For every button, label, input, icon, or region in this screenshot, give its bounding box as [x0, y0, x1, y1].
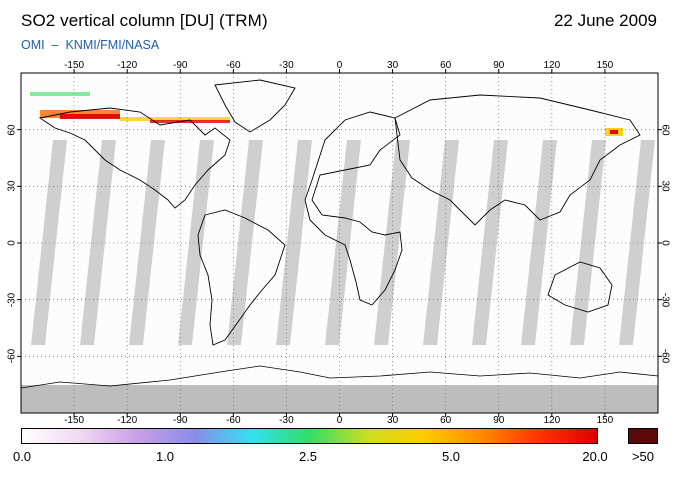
antarctica-coast	[21, 365, 658, 389]
swath-gap	[227, 140, 263, 345]
asia-outline	[394, 94, 641, 226]
lat-tick-label-right: 60	[659, 124, 671, 136]
lon-tick-label-bottom: 0	[336, 415, 343, 426]
australia-outline	[547, 261, 613, 313]
swath-gap	[178, 140, 214, 345]
lon-tick-label-top: 90	[493, 60, 505, 71]
colorbar-label-4: 20.0	[582, 449, 608, 464]
swath-gap	[570, 140, 606, 345]
lon-tick-label-bottom: 150	[596, 415, 614, 426]
lon-tick-label-bottom: 120	[543, 415, 561, 426]
south-america-outline	[197, 209, 286, 346]
data-credit: OMI – KNMI/FMI/NASA	[21, 38, 160, 52]
lat-tick-label-right: 30	[659, 180, 671, 192]
colorbar-label-1: 1.0	[155, 449, 175, 464]
europe-africa-outline	[304, 111, 403, 306]
lat-tick-label-left: 0	[6, 240, 18, 246]
so2-hotspots	[30, 92, 623, 136]
so2-world-map	[17, 69, 662, 417]
greenland-outline	[214, 79, 296, 133]
lon-tick-label-top: -120	[117, 60, 138, 71]
swath-gap	[276, 140, 312, 345]
lon-tick-label-bottom: 90	[493, 415, 505, 426]
lon-tick-label-top: 60	[440, 60, 452, 71]
lon-tick-label-top: 30	[387, 60, 399, 71]
graticule	[21, 73, 658, 413]
lon-tick-label-top: 120	[543, 60, 561, 71]
swath-gap	[472, 140, 508, 345]
lon-tick-label-top: -60	[226, 60, 241, 71]
lon-tick-label-bottom: -60	[226, 415, 241, 426]
lon-tick-label-top: -150	[64, 60, 85, 71]
swath-gap	[325, 140, 361, 345]
colorbar	[21, 428, 598, 444]
swath-gap	[374, 140, 410, 345]
lat-tick-label-left: -60	[6, 349, 18, 364]
lon-tick-label-top: -90	[173, 60, 188, 71]
colorbar-label-2: 2.5	[298, 449, 318, 464]
lon-tick-label-bottom: -120	[117, 415, 138, 426]
continent-outlines	[38, 79, 641, 346]
lat-tick-label-right: -60	[659, 349, 671, 364]
lat-tick-label-left: 30	[6, 180, 18, 192]
colorbar-label-0: 0.0	[12, 449, 32, 464]
north-america-outline	[38, 107, 231, 209]
lon-tick-label-top: -30	[279, 60, 294, 71]
lat-tick-label-right: 0	[659, 240, 671, 246]
lon-tick-label-bottom: 30	[387, 415, 399, 426]
swath-gap	[31, 140, 67, 345]
lon-tick-label-top: 0	[336, 60, 343, 71]
colorbar-label-3: 5.0	[441, 449, 461, 464]
lat-tick-label-right: -30	[659, 292, 671, 307]
swath-gap	[521, 140, 557, 345]
swath-gap	[80, 140, 116, 345]
colorbar-label-over: >50	[631, 449, 655, 464]
swath-gap	[423, 140, 459, 345]
colorbar-overflow-box	[628, 428, 658, 444]
lon-tick-label-bottom: -150	[64, 415, 85, 426]
lon-tick-label-bottom: 60	[440, 415, 452, 426]
lat-tick-label-left: 60	[6, 124, 18, 136]
swath-gap	[619, 140, 655, 345]
lat-tick-label-left: -30	[6, 292, 18, 307]
lon-tick-label-top: 150	[596, 60, 614, 71]
map-date: 22 June 2009	[553, 11, 657, 30]
lon-tick-label-bottom: -90	[173, 415, 188, 426]
map-title: SO2 vertical column [DU] (TRM)	[21, 11, 268, 30]
lon-tick-label-bottom: -30	[279, 415, 294, 426]
